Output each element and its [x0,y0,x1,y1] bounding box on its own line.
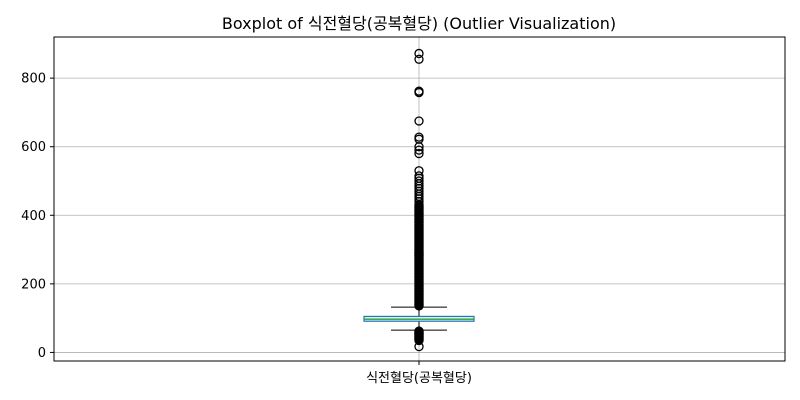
plot-layer [363,48,475,352]
outlier-point [414,145,424,155]
y-tick-label: 600 [21,140,46,155]
outlier-point [414,200,424,211]
y-tick-label: 400 [21,209,46,224]
y-tick-label: 800 [21,72,46,87]
outlier-point [414,148,424,159]
outlier-point [414,326,424,336]
outlier-point [414,54,424,64]
outlier-point [414,87,424,98]
y-tick-label: 0 [38,346,46,361]
outlier-point [414,142,424,152]
outlier-point [414,116,424,126]
axis-layer: 0 200 400 600 800 식전혈당(공복혈당) [21,72,472,386]
x-category-label: 식전혈당(공복혈당) [366,371,472,386]
chart-title: Boxplot of 식전혈당(공복혈당) (Outlier Visualiza… [222,14,616,33]
outlier-point [414,48,424,59]
y-tick-label: 200 [21,277,46,292]
